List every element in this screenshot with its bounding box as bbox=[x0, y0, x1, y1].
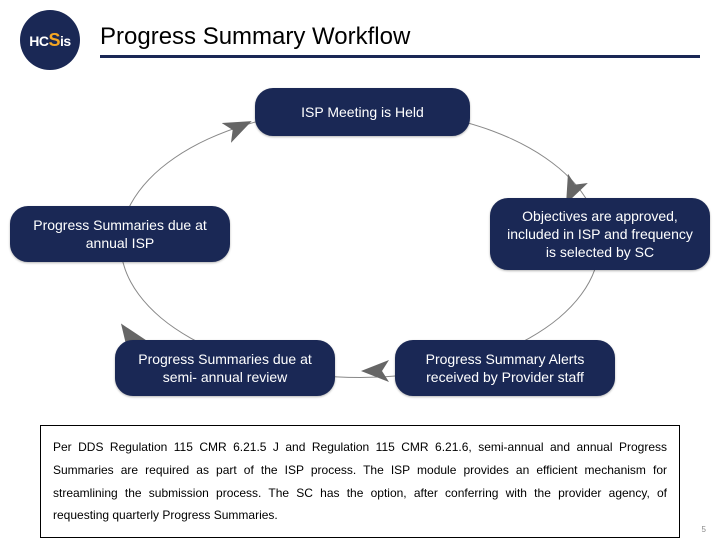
logo-text: HCSis bbox=[29, 30, 70, 51]
node-label: Progress Summaries due at semi- annual r… bbox=[131, 350, 319, 386]
workflow-node-objectives: Objectives are approved, included in ISP… bbox=[490, 198, 710, 270]
title-wrap: Progress Summary Workflow bbox=[100, 23, 700, 58]
page-title: Progress Summary Workflow bbox=[100, 23, 700, 58]
workflow-node-annual: Progress Summaries due at annual ISP bbox=[10, 206, 230, 262]
workflow-node-alerts: Progress Summary Alerts received by Prov… bbox=[395, 340, 615, 396]
workflow-node-semiannual: Progress Summaries due at semi- annual r… bbox=[115, 340, 335, 396]
node-label: Progress Summaries due at annual ISP bbox=[26, 216, 214, 252]
arrow-icon bbox=[361, 360, 389, 382]
workflow-diagram: ISP Meeting is Held Objectives are appro… bbox=[0, 78, 720, 418]
node-label: Progress Summary Alerts received by Prov… bbox=[411, 350, 599, 386]
workflow-node-meeting: ISP Meeting is Held bbox=[255, 88, 470, 136]
header: HCSis Progress Summary Workflow bbox=[0, 0, 720, 78]
node-label: ISP Meeting is Held bbox=[301, 103, 424, 121]
logo-prefix: HC bbox=[29, 33, 48, 49]
logo-suffix: is bbox=[60, 33, 71, 49]
logo-highlight: S bbox=[49, 30, 61, 50]
logo: HCSis bbox=[20, 10, 80, 70]
node-label: Objectives are approved, included in ISP… bbox=[506, 207, 694, 262]
page-number: 5 bbox=[702, 525, 706, 534]
footer-note: Per DDS Regulation 115 CMR 6.21.5 J and … bbox=[40, 425, 680, 538]
footer-text: Per DDS Regulation 115 CMR 6.21.5 J and … bbox=[53, 440, 667, 522]
logo-circle: HCSis bbox=[20, 10, 80, 70]
